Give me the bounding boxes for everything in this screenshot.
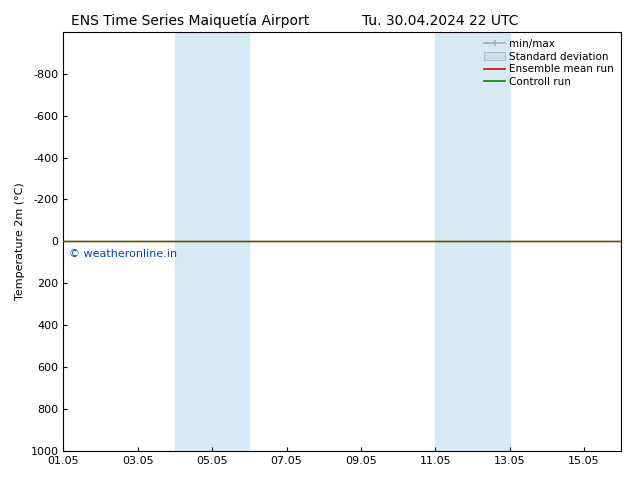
Legend: min/max, Standard deviation, Ensemble mean run, Controll run: min/max, Standard deviation, Ensemble me… bbox=[482, 37, 616, 89]
Text: ENS Time Series Maiquetía Airport: ENS Time Series Maiquetía Airport bbox=[71, 14, 309, 28]
Text: Tu. 30.04.2024 22 UTC: Tu. 30.04.2024 22 UTC bbox=[363, 14, 519, 28]
Bar bbox=[436, 32, 510, 451]
Text: © weatheronline.in: © weatheronline.in bbox=[69, 249, 177, 259]
Bar bbox=[175, 32, 249, 451]
Y-axis label: Temperature 2m (°C): Temperature 2m (°C) bbox=[15, 182, 25, 300]
